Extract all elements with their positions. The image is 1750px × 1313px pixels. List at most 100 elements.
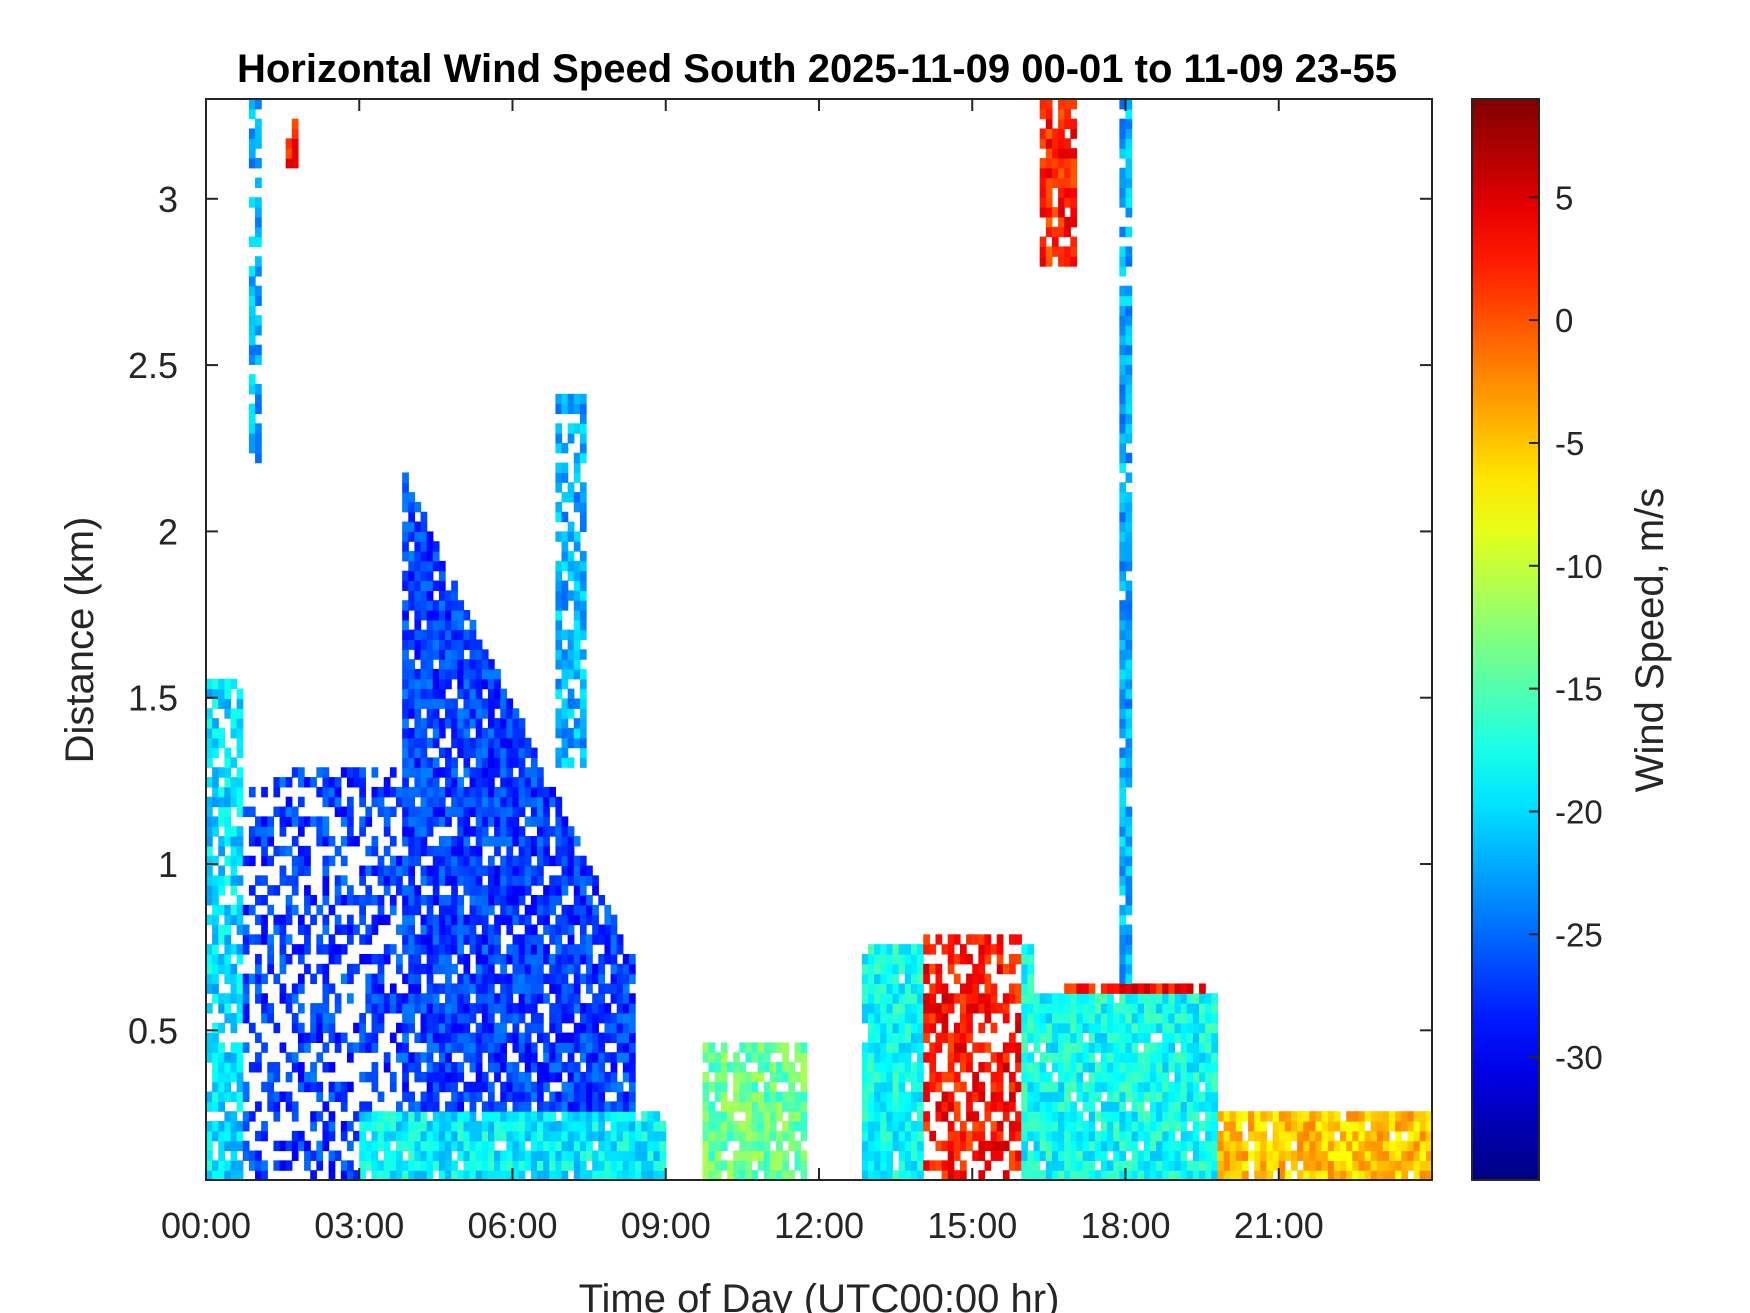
- heatmap-cell: [212, 786, 219, 798]
- heatmap-cell: [445, 993, 452, 1004]
- heatmap-cell: [886, 1121, 894, 1132]
- heatmap-cell: [1033, 1150, 1041, 1161]
- heatmap-cell: [469, 1170, 477, 1181]
- heatmap-cell: [561, 541, 569, 552]
- heatmap-cell: [929, 1062, 937, 1073]
- heatmap-cell: [524, 1042, 532, 1053]
- heatmap-cell: [206, 806, 213, 817]
- heatmap-cell: [561, 855, 569, 867]
- heatmap-cell: [555, 806, 563, 817]
- heatmap-cell: [334, 1150, 342, 1161]
- heatmap-cell: [224, 875, 232, 886]
- heatmap-cell: [1119, 845, 1127, 857]
- heatmap-cell: [1015, 1042, 1022, 1053]
- heatmap-cell: [739, 1101, 747, 1112]
- heatmap-cell: [500, 914, 507, 926]
- heatmap-cell: [567, 551, 575, 562]
- heatmap-cell: [1358, 1170, 1366, 1181]
- heatmap-cell: [1303, 1160, 1310, 1171]
- heatmap-cell: [457, 1111, 465, 1122]
- heatmap-cell: [586, 1022, 593, 1034]
- heatmap-cell: [414, 610, 422, 621]
- heatmap-cell: [1088, 1081, 1096, 1093]
- heatmap-cell: [598, 953, 606, 965]
- heatmap-cell: [1425, 1140, 1433, 1152]
- heatmap-cell: [861, 1140, 869, 1152]
- heatmap-cell: [346, 993, 354, 1004]
- heatmap-cell: [316, 1160, 324, 1171]
- heatmap-cell: [469, 826, 477, 837]
- heatmap-cell: [383, 1150, 391, 1161]
- heatmap-cell: [365, 934, 373, 945]
- heatmap-cell: [230, 1130, 238, 1142]
- heatmap-cell: [518, 875, 526, 886]
- heatmap-cell: [898, 1170, 906, 1181]
- heatmap-cell: [1039, 1081, 1047, 1093]
- heatmap-cell: [475, 845, 483, 857]
- heatmap-cell: [402, 600, 409, 611]
- heatmap-cell: [1125, 1091, 1133, 1102]
- heatmap-cell: [776, 1140, 783, 1152]
- heatmap-cell: [334, 806, 342, 817]
- heatmap-cell: [500, 895, 507, 906]
- heatmap-cell: [475, 1160, 483, 1171]
- heatmap-cell: [1364, 1160, 1372, 1171]
- heatmap-cell: [763, 1101, 771, 1112]
- heatmap-cell: [371, 914, 379, 926]
- heatmap-cell: [1064, 1081, 1071, 1093]
- heatmap-cell: [420, 541, 428, 552]
- heatmap-cell: [1125, 118, 1133, 130]
- heatmap-cell: [500, 757, 507, 768]
- heatmap-cell: [297, 953, 305, 965]
- heatmap-cell: [1119, 678, 1127, 690]
- heatmap-cell: [757, 1121, 765, 1132]
- heatmap-cell: [224, 1170, 232, 1181]
- heatmap-cell: [426, 865, 434, 876]
- heatmap-cell: [322, 796, 330, 808]
- heatmap-cell: [322, 1121, 330, 1132]
- heatmap-cell: [996, 953, 1004, 965]
- heatmap-cell: [923, 944, 930, 955]
- heatmap-cell: [1211, 1101, 1219, 1112]
- heatmap-cell: [567, 904, 575, 916]
- heatmap-cell: [438, 1062, 446, 1073]
- heatmap-cell: [1131, 1071, 1139, 1083]
- heatmap-cell: [346, 973, 354, 985]
- heatmap-cell: [1070, 1121, 1078, 1132]
- heatmap-cell: [530, 1160, 538, 1171]
- heatmap-cell: [353, 924, 360, 935]
- heatmap-cell: [1162, 1111, 1170, 1122]
- heatmap-cell: [481, 757, 489, 768]
- heatmap-cell: [610, 983, 618, 994]
- heatmap-cell: [1291, 1111, 1298, 1122]
- heatmap-cell: [1107, 1022, 1114, 1034]
- heatmap-cell: [408, 1012, 416, 1024]
- heatmap-cell: [218, 934, 225, 945]
- heatmap-cell: [561, 1150, 569, 1161]
- heatmap-cell: [868, 1022, 875, 1034]
- heatmap-cell: [1045, 216, 1053, 228]
- heatmap-cell: [518, 1150, 526, 1161]
- heatmap-cell: [990, 1150, 998, 1161]
- heatmap-cell: [1413, 1150, 1421, 1161]
- heatmap-cell: [469, 1111, 477, 1122]
- heatmap-cell: [1156, 1052, 1163, 1063]
- heatmap-cell: [1162, 1170, 1170, 1181]
- heatmap-cell: [880, 1101, 888, 1112]
- heatmap-cell: [408, 678, 416, 690]
- heatmap-cell: [604, 904, 612, 916]
- heatmap-cell: [432, 708, 440, 719]
- heatmap-cell: [212, 934, 219, 945]
- heatmap-cell: [567, 482, 575, 493]
- heatmap-cell: [475, 914, 483, 926]
- heatmap-cell: [248, 836, 256, 847]
- heatmap-cell: [543, 973, 550, 985]
- heatmap-cell: [800, 1042, 808, 1053]
- heatmap-cell: [1389, 1170, 1396, 1181]
- heatmap-cell: [353, 836, 360, 847]
- heatmap-cell: [236, 1062, 244, 1073]
- heatmap-cell: [892, 1042, 900, 1053]
- heatmap-cell: [224, 1160, 232, 1171]
- heatmap-cell: [1162, 1052, 1170, 1063]
- heatmap-cell: [1021, 1003, 1029, 1014]
